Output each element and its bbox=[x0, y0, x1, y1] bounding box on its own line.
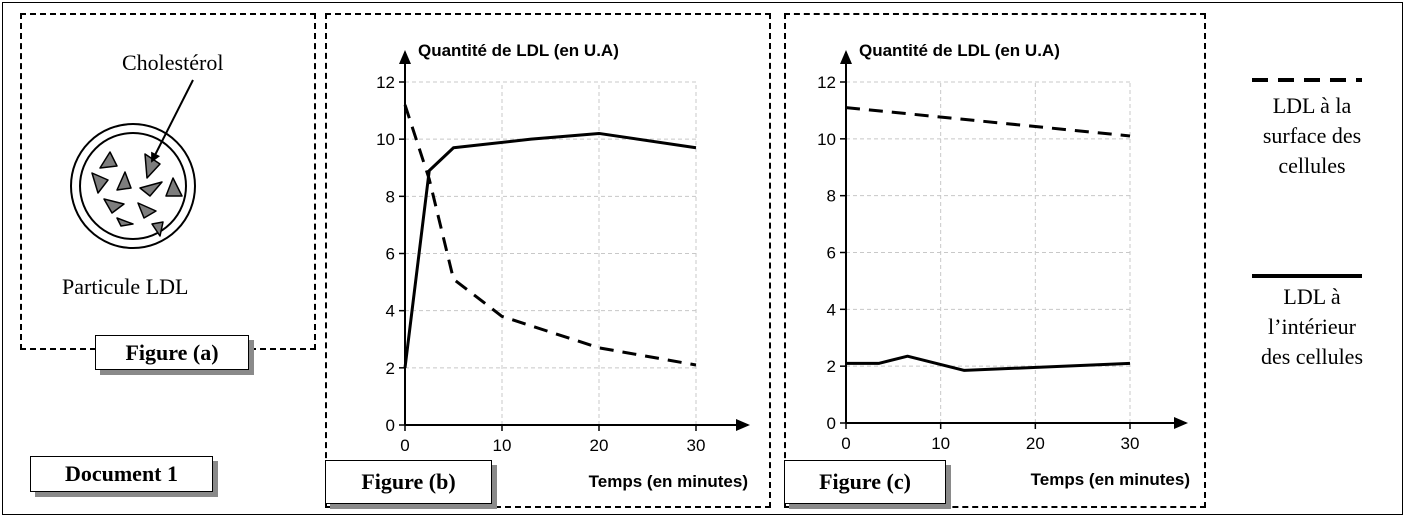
x-tick-label: 10 bbox=[931, 434, 950, 453]
y-tick-label: 6 bbox=[386, 245, 395, 264]
y-tick-label: 12 bbox=[817, 73, 836, 92]
figure-b-label: Figure (b) bbox=[325, 460, 492, 504]
y-tick-label: 12 bbox=[376, 73, 395, 92]
cholesterol-label: Cholestérol bbox=[122, 50, 224, 75]
legend-surface-line-3: cellules bbox=[1278, 153, 1346, 178]
y-tick-label: 8 bbox=[827, 187, 836, 206]
legend-solid-line bbox=[1252, 274, 1362, 278]
y-tick-label: 2 bbox=[386, 359, 395, 378]
chart-title: Quantité de LDL (en U.A) bbox=[859, 41, 1060, 60]
y-tick-label: 10 bbox=[817, 130, 836, 149]
chart-title: Quantité de LDL (en U.A) bbox=[418, 41, 619, 60]
legend-surface-label: LDL à la surface des cellules bbox=[1232, 91, 1392, 181]
cholesterol-triangles bbox=[91, 151, 183, 237]
series-interior-line bbox=[846, 354, 1131, 372]
x-axis-label: Temps (en minutes) bbox=[589, 472, 748, 491]
legend-interior-line-2: l’intérieur bbox=[1268, 314, 1356, 339]
x-tick-label: 10 bbox=[493, 436, 512, 455]
y-tick-label: 8 bbox=[386, 187, 395, 206]
legend-interior-line-1: LDL à bbox=[1283, 284, 1341, 309]
x-tick-label: 0 bbox=[400, 436, 409, 455]
legend-interior-label: LDL à l’intérieur des cellules bbox=[1232, 282, 1392, 372]
document-label: Document 1 bbox=[30, 456, 213, 492]
ldl-particle-label: Particule LDL bbox=[62, 274, 189, 299]
figure-a-label: Figure (a) bbox=[95, 335, 249, 370]
x-tick-label: 20 bbox=[1026, 434, 1045, 453]
x-tick-label: 30 bbox=[687, 436, 706, 455]
legend-surface-line-2: surface des bbox=[1262, 123, 1362, 148]
y-tick-label: 0 bbox=[827, 414, 836, 433]
figure-b-panel bbox=[325, 13, 771, 508]
figure-c-label: Figure (c) bbox=[784, 460, 946, 504]
y-tick-label: 0 bbox=[386, 416, 395, 435]
legend-surface-line-1: LDL à la bbox=[1272, 93, 1352, 118]
figure-c-panel bbox=[784, 13, 1206, 508]
series-surface-line bbox=[403, 104, 697, 367]
x-tick-label: 0 bbox=[841, 434, 850, 453]
y-tick-label: 4 bbox=[827, 300, 836, 319]
y-tick-label: 6 bbox=[827, 244, 836, 263]
y-tick-label: 4 bbox=[386, 302, 395, 321]
x-tick-label: 30 bbox=[1121, 434, 1140, 453]
series-interior-line bbox=[403, 131, 697, 369]
cholesterol-pointer-arrow bbox=[151, 79, 194, 163]
legend-interior-line-3: des cellules bbox=[1260, 344, 1364, 369]
legend-dashed-line bbox=[1252, 78, 1362, 82]
x-tick-label: 20 bbox=[590, 436, 609, 455]
series-surface-line bbox=[845, 106, 1131, 138]
y-tick-label: 10 bbox=[376, 130, 395, 149]
y-tick-label: 2 bbox=[827, 357, 836, 376]
x-axis-label: Temps (en minutes) bbox=[1031, 470, 1190, 489]
